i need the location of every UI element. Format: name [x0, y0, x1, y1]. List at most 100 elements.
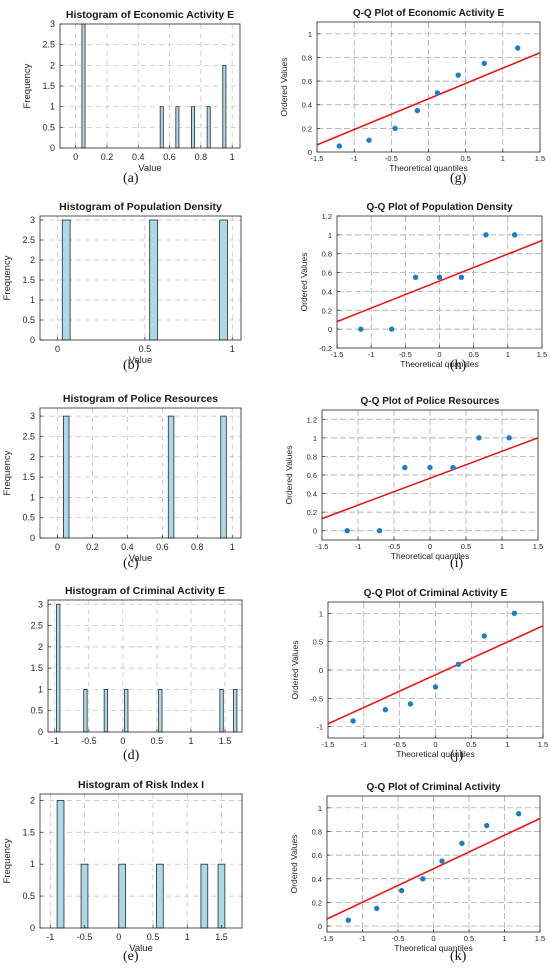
qq-point — [434, 90, 441, 96]
chart-panel-d: -1 -0.5 0 0.5 1 1.5 0 0.5 1 1.5 2 2.5 3 Histogram of … — [0, 584, 275, 778]
y-tick-label: 1.5 — [22, 275, 35, 285]
y-tick-label: 1.2 — [307, 415, 317, 424]
y-tick-label: 0.2 — [307, 508, 317, 517]
x-axis-label: Theoretical quantiles — [396, 749, 474, 759]
chart-panel-k: -1.5 -1 -0.5 0 0.5 1 1.5 0 0.2 0.4 0.6 0.8 1 Q-Q Plot… — [275, 778, 550, 978]
x-tick-label: 0.5 — [466, 740, 476, 749]
x-tick-label: -0.5 — [385, 154, 398, 163]
x-tick-label: 0.5 — [460, 154, 470, 163]
qq-point — [432, 684, 439, 690]
y-tick-label: 3 — [38, 599, 43, 609]
x-tick-label: -1 — [351, 154, 358, 163]
qq-point — [336, 143, 342, 149]
y-tick-label: 0.8 — [312, 827, 322, 836]
y-tick-label: 0.6 — [307, 471, 317, 480]
y-tick-label: 1 — [308, 30, 312, 39]
plot-area — [40, 408, 241, 538]
histogram-bar — [220, 415, 227, 539]
x-tick-label: -0.5 — [388, 542, 401, 551]
x-tick-label: 0.2 — [101, 152, 114, 162]
qq-point — [484, 822, 490, 829]
histogram-bar — [118, 863, 126, 929]
x-tick-label: 1 — [505, 740, 509, 749]
y-tick-label: 0.5 — [22, 891, 35, 901]
x-tick-label: 0 — [116, 932, 121, 942]
x-tick-label: -1.5 — [311, 154, 324, 163]
x-axis-label: Value — [138, 163, 162, 174]
y-tick-label: 1.5 — [30, 663, 43, 673]
y-axis-label: Ordered Values — [279, 58, 289, 117]
qq-point — [407, 701, 414, 707]
qq-point — [414, 107, 421, 114]
histogram-bar — [80, 863, 89, 929]
chart-svg: -1 -0.5 0 0.5 1 1.5 0 0.5 1 1.5 2 Histogram of Risk… — [2, 779, 243, 954]
qq-point — [427, 464, 433, 471]
chart-title: Q-Q Plot of Police Resources — [361, 396, 500, 407]
histogram-bar — [200, 863, 209, 929]
y-tick-label: 0.6 — [312, 851, 322, 860]
histogram-bar — [156, 863, 164, 929]
y-axis-label: Frequency — [22, 63, 33, 108]
histogram-bar — [56, 799, 65, 929]
y-tick-label: 2.5 — [42, 40, 55, 50]
y-tick-label: 0 — [30, 533, 35, 543]
y-tick-label: 3 — [50, 19, 55, 29]
histogram-bar — [167, 415, 175, 539]
x-tick-label: 0.5 — [147, 932, 160, 942]
chart-panel-c: 0 0.2 0.4 0.6 0.8 1 0 0.5 1 1.5 2 2.5 3 Histogram of … — [0, 390, 275, 584]
y-tick-label: 0.5 — [22, 315, 35, 325]
panel-caption: (k) — [450, 949, 467, 964]
y-tick-label: 1 — [50, 102, 55, 112]
x-tick-label: 0.5 — [461, 542, 471, 551]
x-tick-label: 1.5 — [537, 350, 547, 359]
y-tick-label: 1.5 — [22, 472, 35, 482]
x-tick-label: 1.5 — [533, 542, 543, 551]
x-tick-label: 0 — [55, 542, 60, 552]
y-tick-label: 0 — [328, 325, 332, 334]
chart-svg: -1.5 -1 -0.5 0 0.5 1 1.5 0 0.2 0.4 0.6 0.8 1 Q-Q Plot… — [289, 782, 545, 953]
qq-point — [392, 125, 398, 132]
x-tick-label: 0 — [55, 344, 60, 354]
y-tick-label: 0.4 — [312, 875, 322, 884]
axes-box — [39, 793, 243, 929]
x-tick-label: 0.5 — [464, 934, 474, 943]
qq-point — [439, 858, 445, 864]
panel-caption: (b) — [123, 358, 140, 373]
y-tick-label: 0 — [30, 923, 35, 933]
x-tick-label: 1 — [501, 154, 505, 163]
qq-point — [506, 435, 512, 441]
x-tick-label: -1.5 — [316, 542, 329, 551]
y-tick-label: 1.2 — [322, 212, 332, 221]
qq-point — [412, 274, 419, 280]
y-tick-label: 0.2 — [322, 306, 332, 315]
x-tick-label: 1 — [188, 736, 193, 746]
qq-point — [344, 528, 350, 534]
histogram-bar — [219, 689, 224, 733]
panel-caption: (a) — [123, 171, 139, 186]
qq-point — [420, 876, 426, 882]
x-tick-label: 0 — [428, 542, 432, 551]
y-tick-label: 0.2 — [302, 124, 312, 133]
chart-svg: -1 -0.5 0 0.5 1 1.5 0 0.5 1 1.5 2 2.5 3 Histogram of … — [30, 585, 243, 746]
y-tick-label: -1 — [316, 723, 323, 732]
y-tick-label: 0 — [308, 148, 312, 157]
x-tick-label: 1 — [230, 542, 235, 552]
y-tick-label: 3 — [30, 411, 35, 421]
chart-title: Histogram of Economic Activity E — [66, 9, 234, 21]
y-tick-label: 0.5 — [30, 706, 43, 716]
histogram-bar — [159, 106, 164, 149]
panel-caption: (c) — [123, 556, 139, 571]
y-tick-label: 1 — [30, 859, 35, 869]
qq-point — [516, 811, 522, 817]
x-tick-label: 1.5 — [219, 736, 232, 746]
x-tick-label: 1 — [500, 542, 504, 551]
y-axis-label: Ordered Values — [290, 641, 300, 700]
qq-point — [515, 45, 521, 51]
chart-svg: -1.5 -1 -0.5 0 0.5 1 1.5 -1 -0.5 0 0.5 1 Q-Q Plot of… — [290, 588, 548, 759]
y-axis-label: Ordered Values — [284, 446, 294, 505]
y-tick-label: 1 — [318, 804, 322, 813]
x-tick-label: 0.6 — [163, 152, 176, 162]
histogram-bar — [219, 219, 228, 341]
histogram-bar — [61, 219, 71, 341]
qq-point — [481, 633, 487, 639]
